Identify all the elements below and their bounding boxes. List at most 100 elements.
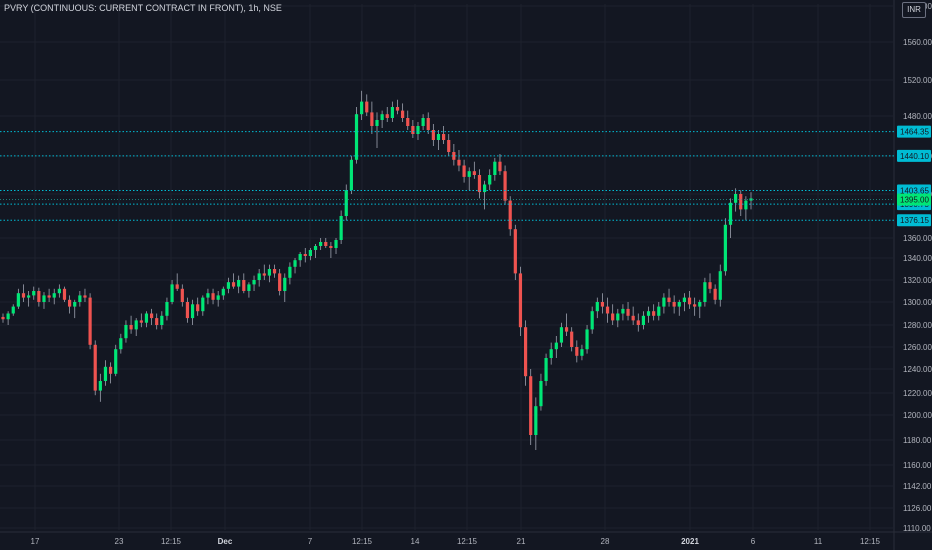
candle-body[interactable] xyxy=(293,260,297,267)
candle-body[interactable] xyxy=(211,293,215,300)
candle-body[interactable] xyxy=(303,254,307,256)
candle-body[interactable] xyxy=(93,344,97,391)
candle-body[interactable] xyxy=(693,304,697,307)
candle-body[interactable] xyxy=(62,288,67,300)
candle-body[interactable] xyxy=(334,240,338,248)
candle-body[interactable] xyxy=(503,171,507,201)
candle-body[interactable] xyxy=(370,112,374,126)
candle-body[interactable] xyxy=(108,366,113,374)
candle-body[interactable] xyxy=(319,242,323,246)
candle-body[interactable] xyxy=(37,291,41,302)
candle-body[interactable] xyxy=(677,302,681,307)
candle-body[interactable] xyxy=(713,288,717,300)
candle-body[interactable] xyxy=(119,338,123,350)
candle-body[interactable] xyxy=(298,254,302,261)
candle-body[interactable] xyxy=(641,315,646,325)
candle-body[interactable] xyxy=(160,315,164,325)
candle-body[interactable] xyxy=(11,306,15,314)
candle-body[interactable] xyxy=(595,302,599,312)
candle-body[interactable] xyxy=(354,114,359,160)
candle-body[interactable] xyxy=(365,101,369,113)
candle-body[interactable] xyxy=(380,114,384,120)
candle-body[interactable] xyxy=(590,311,594,330)
candle-body[interactable] xyxy=(149,313,154,319)
candle-body[interactable] xyxy=(1,316,5,320)
candle-body[interactable] xyxy=(57,288,61,294)
candle-body[interactable] xyxy=(462,165,466,177)
candle-body[interactable] xyxy=(278,273,282,291)
candle-body[interactable] xyxy=(523,327,528,377)
candle-body[interactable] xyxy=(482,184,487,193)
candle-body[interactable] xyxy=(718,271,722,300)
candle-body[interactable] xyxy=(98,381,102,391)
candle-body[interactable] xyxy=(657,306,661,316)
candle-body[interactable] xyxy=(744,200,748,210)
candle-body[interactable] xyxy=(605,306,610,314)
candle-body[interactable] xyxy=(201,297,205,312)
candle-body[interactable] xyxy=(231,282,236,287)
candle-body[interactable] xyxy=(728,202,733,225)
candle-body[interactable] xyxy=(267,269,272,276)
candle-body[interactable] xyxy=(600,302,605,307)
candle-body[interactable] xyxy=(395,107,400,111)
candle-body[interactable] xyxy=(575,347,579,356)
candle-body[interactable] xyxy=(52,293,56,298)
candle-body[interactable] xyxy=(88,297,92,345)
candle-body[interactable] xyxy=(134,320,138,330)
candle-body[interactable] xyxy=(508,200,512,230)
candle-body[interactable] xyxy=(723,224,727,272)
candle-body[interactable] xyxy=(237,280,241,287)
candle-body[interactable] xyxy=(570,331,574,347)
candle-body[interactable] xyxy=(42,295,46,302)
candle-body[interactable] xyxy=(390,107,394,118)
candle-body[interactable] xyxy=(544,358,548,381)
candle-body[interactable] xyxy=(349,159,353,191)
candle-body[interactable] xyxy=(262,273,266,276)
candle-body[interactable] xyxy=(436,134,441,140)
candle-body[interactable] xyxy=(47,295,51,298)
candle-body[interactable] xyxy=(549,349,553,358)
candle-body[interactable] xyxy=(401,110,405,118)
candle-body[interactable] xyxy=(488,175,492,185)
candle-body[interactable] xyxy=(564,327,569,332)
candle-body[interactable] xyxy=(344,190,348,216)
candle-body[interactable] xyxy=(21,293,26,298)
candle-body[interactable] xyxy=(611,313,615,321)
candle-body[interactable] xyxy=(324,242,328,246)
candle-body[interactable] xyxy=(682,297,686,302)
candle-body[interactable] xyxy=(180,288,184,302)
candle-body[interactable] xyxy=(616,313,620,321)
candle-body[interactable] xyxy=(703,282,707,302)
candle-body[interactable] xyxy=(196,304,200,312)
candle-body[interactable] xyxy=(242,280,246,291)
candle-body[interactable] xyxy=(68,299,72,307)
candle-body[interactable] xyxy=(406,118,410,126)
candle-body[interactable] xyxy=(308,250,312,256)
candle-body[interactable] xyxy=(621,308,625,314)
candle-body[interactable] xyxy=(329,246,333,248)
candle-body[interactable] xyxy=(226,282,231,289)
candle-body[interactable] xyxy=(626,308,630,316)
candle-body[interactable] xyxy=(73,302,77,307)
candle-body[interactable] xyxy=(518,273,523,328)
candle-body[interactable] xyxy=(247,284,251,291)
candle-body[interactable] xyxy=(421,118,425,126)
candle-body[interactable] xyxy=(221,288,225,296)
candle-body[interactable] xyxy=(467,171,471,177)
candle-body[interactable] xyxy=(452,152,456,160)
candle-body[interactable] xyxy=(252,280,256,285)
candle-body[interactable] xyxy=(272,269,277,274)
candle-body[interactable] xyxy=(16,293,20,307)
candle-body[interactable] xyxy=(360,101,364,115)
candle-body[interactable] xyxy=(554,342,558,350)
candle-body[interactable] xyxy=(144,313,149,323)
candle-body[interactable] xyxy=(257,273,261,280)
candle-body[interactable] xyxy=(667,297,671,302)
candle-body[interactable] xyxy=(739,194,743,210)
candle-body[interactable] xyxy=(580,349,584,356)
candle-body[interactable] xyxy=(313,246,318,250)
candle-body[interactable] xyxy=(652,311,656,316)
candle-body[interactable] xyxy=(672,302,676,307)
candle-body[interactable] xyxy=(103,366,108,381)
